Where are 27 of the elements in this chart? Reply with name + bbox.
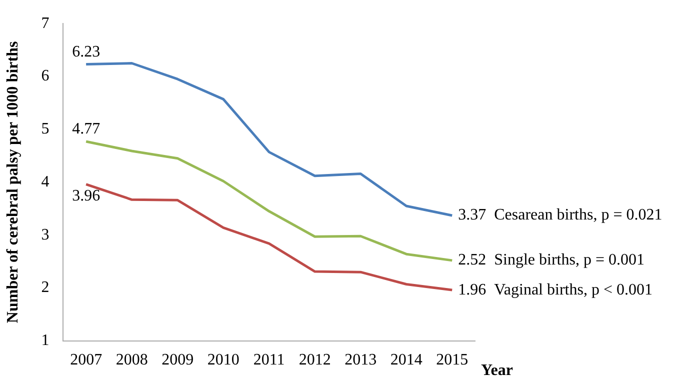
text: Single births, p = 0.001 (494, 252, 644, 269)
data-label: 6.23 (72, 44, 100, 61)
x-tick-label: 2015 (436, 352, 468, 369)
x-tick-label: 2014 (390, 352, 422, 369)
x-tick-label: 2011 (253, 352, 285, 369)
y-tick-label: 5 (41, 120, 50, 138)
y-tick-label: 7 (41, 14, 50, 32)
text: Vaginal births, p < 0.001 (494, 281, 652, 298)
data-label: 3.96 (72, 188, 100, 205)
y-axis-title: Number of cerebral palsy per 1000 births (4, 41, 22, 324)
y-tick-label: 2 (41, 279, 50, 296)
y-tick-label: 1 (41, 332, 50, 350)
x-tick-label: 2012 (298, 352, 331, 369)
x-tick-label: 2013 (344, 352, 377, 369)
data-label: 4.77 (72, 120, 100, 138)
x-tick-label: 2009 (162, 352, 194, 369)
x-tick-label: 2007 (70, 352, 102, 369)
data-label: 2.52 (458, 252, 486, 269)
x-tick-label: 2008 (116, 352, 148, 369)
data-label: 3.37 (458, 206, 486, 224)
data-label: 1.96 (458, 281, 486, 298)
y-tick-label: 3 (41, 226, 50, 244)
x-axis-title: Year (481, 362, 513, 380)
y-tick-label: 6 (41, 68, 50, 85)
x-tick-label: 2010 (207, 352, 240, 369)
text: Cesarean births, p = 0.021 (494, 206, 662, 224)
y-tick-label: 4 (41, 173, 50, 190)
